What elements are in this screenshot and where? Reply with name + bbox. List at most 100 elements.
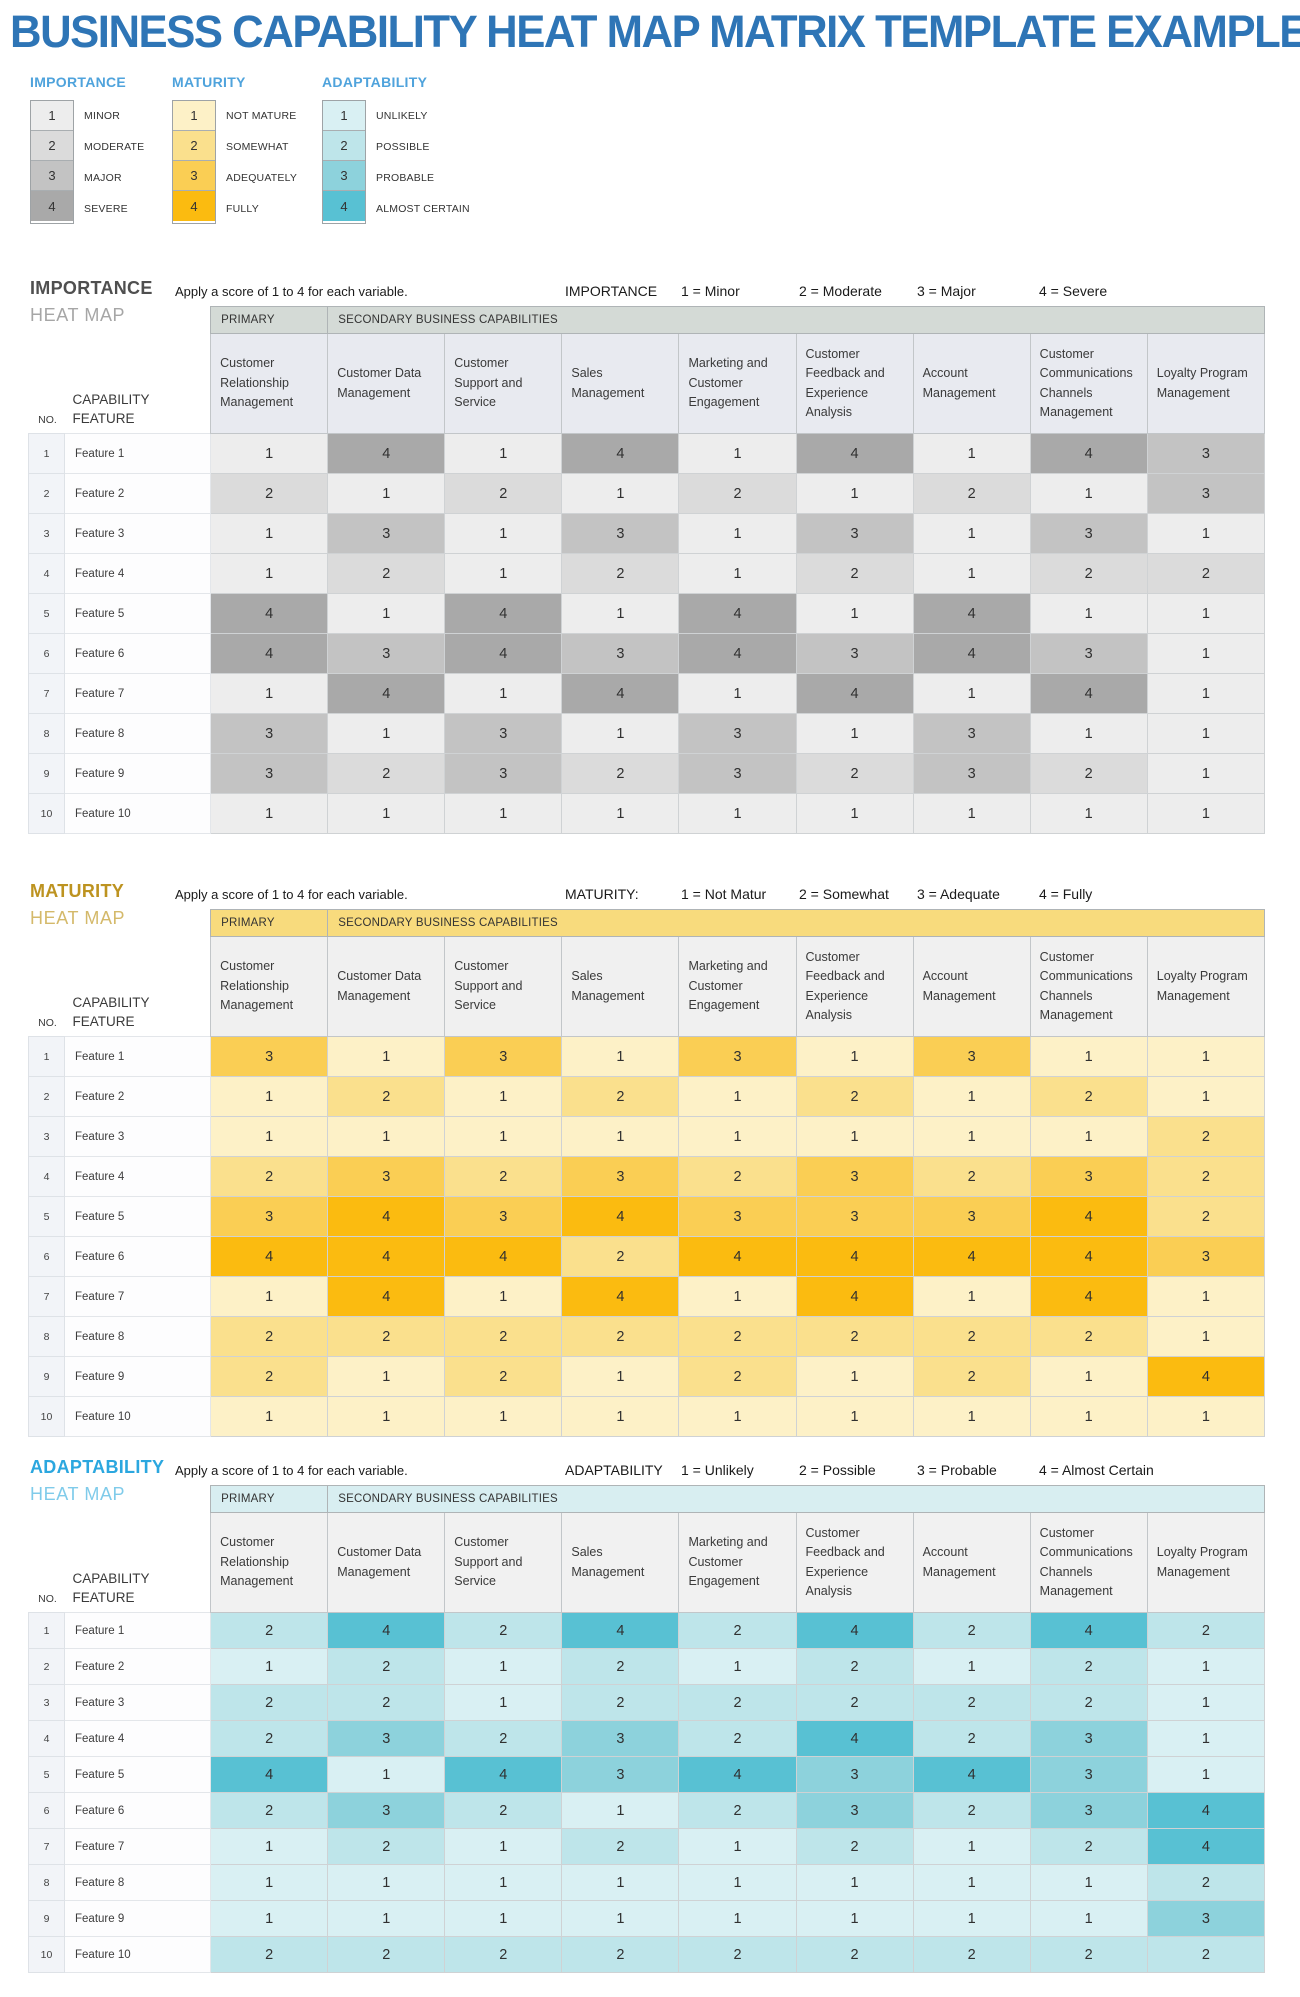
score-cell[interactable]: 1 xyxy=(210,1116,329,1157)
score-cell[interactable]: 1 xyxy=(327,1036,446,1077)
score-cell[interactable]: 1 xyxy=(444,1116,563,1157)
score-cell[interactable]: 1 xyxy=(1146,513,1266,554)
score-cell[interactable]: 1 xyxy=(1146,1756,1266,1793)
score-cell[interactable]: 4 xyxy=(327,1236,446,1277)
feature-cell[interactable]: Feature 1 xyxy=(64,1612,212,1649)
score-cell[interactable]: 1 xyxy=(561,1900,680,1937)
score-cell[interactable]: 2 xyxy=(912,1612,1031,1649)
score-cell[interactable]: 2 xyxy=(561,1236,680,1277)
score-cell[interactable]: 1 xyxy=(795,713,914,754)
score-cell[interactable]: 1 xyxy=(444,1076,563,1117)
score-cell[interactable]: 1 xyxy=(1146,1720,1266,1757)
score-cell[interactable]: 1 xyxy=(561,1356,680,1397)
score-cell[interactable]: 4 xyxy=(210,1756,329,1793)
score-cell[interactable]: 3 xyxy=(912,1196,1031,1237)
score-cell[interactable]: 1 xyxy=(561,1864,680,1901)
feature-cell[interactable]: Feature 2 xyxy=(64,473,212,514)
score-cell[interactable]: 2 xyxy=(912,1316,1031,1357)
score-cell[interactable]: 1 xyxy=(1029,1396,1148,1437)
score-cell[interactable]: 3 xyxy=(327,513,446,554)
score-cell[interactable]: 1 xyxy=(678,513,797,554)
score-cell[interactable]: 1 xyxy=(1146,1396,1266,1437)
score-cell[interactable]: 4 xyxy=(795,433,914,474)
feature-cell[interactable]: Feature 2 xyxy=(64,1076,212,1117)
score-cell[interactable]: 2 xyxy=(561,1936,680,1973)
score-cell[interactable]: 1 xyxy=(795,1900,914,1937)
score-cell[interactable]: 4 xyxy=(912,1756,1031,1793)
score-cell[interactable]: 1 xyxy=(795,1864,914,1901)
score-cell[interactable]: 4 xyxy=(1029,1612,1148,1649)
score-cell[interactable]: 1 xyxy=(444,553,563,594)
score-cell[interactable]: 1 xyxy=(444,1276,563,1317)
score-cell[interactable]: 2 xyxy=(327,1936,446,1973)
score-cell[interactable]: 4 xyxy=(327,673,446,714)
score-cell[interactable]: 1 xyxy=(327,1864,446,1901)
feature-cell[interactable]: Feature 6 xyxy=(64,1792,212,1829)
score-cell[interactable]: 2 xyxy=(561,553,680,594)
score-cell[interactable]: 1 xyxy=(1146,1076,1266,1117)
score-cell[interactable]: 1 xyxy=(1029,593,1148,634)
score-cell[interactable]: 1 xyxy=(678,1076,797,1117)
feature-cell[interactable]: Feature 4 xyxy=(64,1720,212,1757)
score-cell[interactable]: 2 xyxy=(1029,553,1148,594)
score-cell[interactable]: 1 xyxy=(327,1356,446,1397)
score-cell[interactable]: 3 xyxy=(210,1036,329,1077)
score-cell[interactable]: 1 xyxy=(561,1116,680,1157)
feature-cell[interactable]: Feature 6 xyxy=(64,633,212,674)
score-cell[interactable]: 1 xyxy=(912,513,1031,554)
score-cell[interactable]: 3 xyxy=(1029,1792,1148,1829)
score-cell[interactable]: 2 xyxy=(210,473,329,514)
score-cell[interactable]: 2 xyxy=(912,1792,1031,1829)
score-cell[interactable]: 2 xyxy=(678,1156,797,1197)
score-cell[interactable]: 1 xyxy=(210,1864,329,1901)
score-cell[interactable]: 4 xyxy=(444,1756,563,1793)
score-cell[interactable]: 1 xyxy=(444,513,563,554)
score-cell[interactable]: 3 xyxy=(1029,1756,1148,1793)
score-cell[interactable]: 1 xyxy=(561,713,680,754)
score-cell[interactable]: 2 xyxy=(561,1648,680,1685)
score-cell[interactable]: 2 xyxy=(1029,1316,1148,1357)
score-cell[interactable]: 4 xyxy=(210,633,329,674)
score-cell[interactable]: 2 xyxy=(1146,553,1266,594)
score-cell[interactable]: 3 xyxy=(1146,1236,1266,1277)
score-cell[interactable]: 3 xyxy=(327,1720,446,1757)
score-cell[interactable]: 3 xyxy=(795,1196,914,1237)
score-cell[interactable]: 2 xyxy=(795,1684,914,1721)
score-cell[interactable]: 2 xyxy=(1029,1828,1148,1865)
score-cell[interactable]: 1 xyxy=(210,433,329,474)
feature-cell[interactable]: Feature 10 xyxy=(64,793,212,834)
score-cell[interactable]: 1 xyxy=(210,793,329,834)
feature-cell[interactable]: Feature 8 xyxy=(64,1864,212,1901)
score-cell[interactable]: 2 xyxy=(327,1648,446,1685)
score-cell[interactable]: 4 xyxy=(444,1236,563,1277)
score-cell[interactable]: 1 xyxy=(210,1396,329,1437)
score-cell[interactable]: 2 xyxy=(210,1684,329,1721)
score-cell[interactable]: 4 xyxy=(1146,1356,1266,1397)
score-cell[interactable]: 2 xyxy=(795,1076,914,1117)
score-cell[interactable]: 3 xyxy=(561,633,680,674)
score-cell[interactable]: 2 xyxy=(795,753,914,794)
score-cell[interactable]: 2 xyxy=(444,1356,563,1397)
score-cell[interactable]: 2 xyxy=(1146,1936,1266,1973)
score-cell[interactable]: 1 xyxy=(327,1116,446,1157)
score-cell[interactable]: 4 xyxy=(1146,1828,1266,1865)
score-cell[interactable]: 1 xyxy=(1146,673,1266,714)
score-cell[interactable]: 4 xyxy=(678,593,797,634)
feature-cell[interactable]: Feature 1 xyxy=(64,1036,212,1077)
score-cell[interactable]: 1 xyxy=(444,1684,563,1721)
score-cell[interactable]: 2 xyxy=(327,1828,446,1865)
score-cell[interactable]: 1 xyxy=(795,1396,914,1437)
feature-cell[interactable]: Feature 4 xyxy=(64,553,212,594)
score-cell[interactable]: 4 xyxy=(1146,1792,1266,1829)
score-cell[interactable]: 1 xyxy=(327,473,446,514)
score-cell[interactable]: 1 xyxy=(444,1828,563,1865)
score-cell[interactable]: 2 xyxy=(912,1156,1031,1197)
feature-cell[interactable]: Feature 7 xyxy=(64,673,212,714)
score-cell[interactable]: 1 xyxy=(210,1900,329,1937)
score-cell[interactable]: 2 xyxy=(1029,1684,1148,1721)
score-cell[interactable]: 1 xyxy=(210,1648,329,1685)
feature-cell[interactable]: Feature 5 xyxy=(64,1756,212,1793)
score-cell[interactable]: 2 xyxy=(327,1316,446,1357)
score-cell[interactable]: 4 xyxy=(561,673,680,714)
score-cell[interactable]: 1 xyxy=(1146,1684,1266,1721)
